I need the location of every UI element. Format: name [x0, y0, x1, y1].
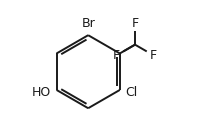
- Text: HO: HO: [32, 86, 51, 99]
- Text: Cl: Cl: [125, 86, 137, 99]
- Text: F: F: [113, 49, 120, 62]
- Text: F: F: [150, 49, 157, 62]
- Text: F: F: [131, 17, 139, 30]
- Text: Br: Br: [81, 17, 95, 30]
